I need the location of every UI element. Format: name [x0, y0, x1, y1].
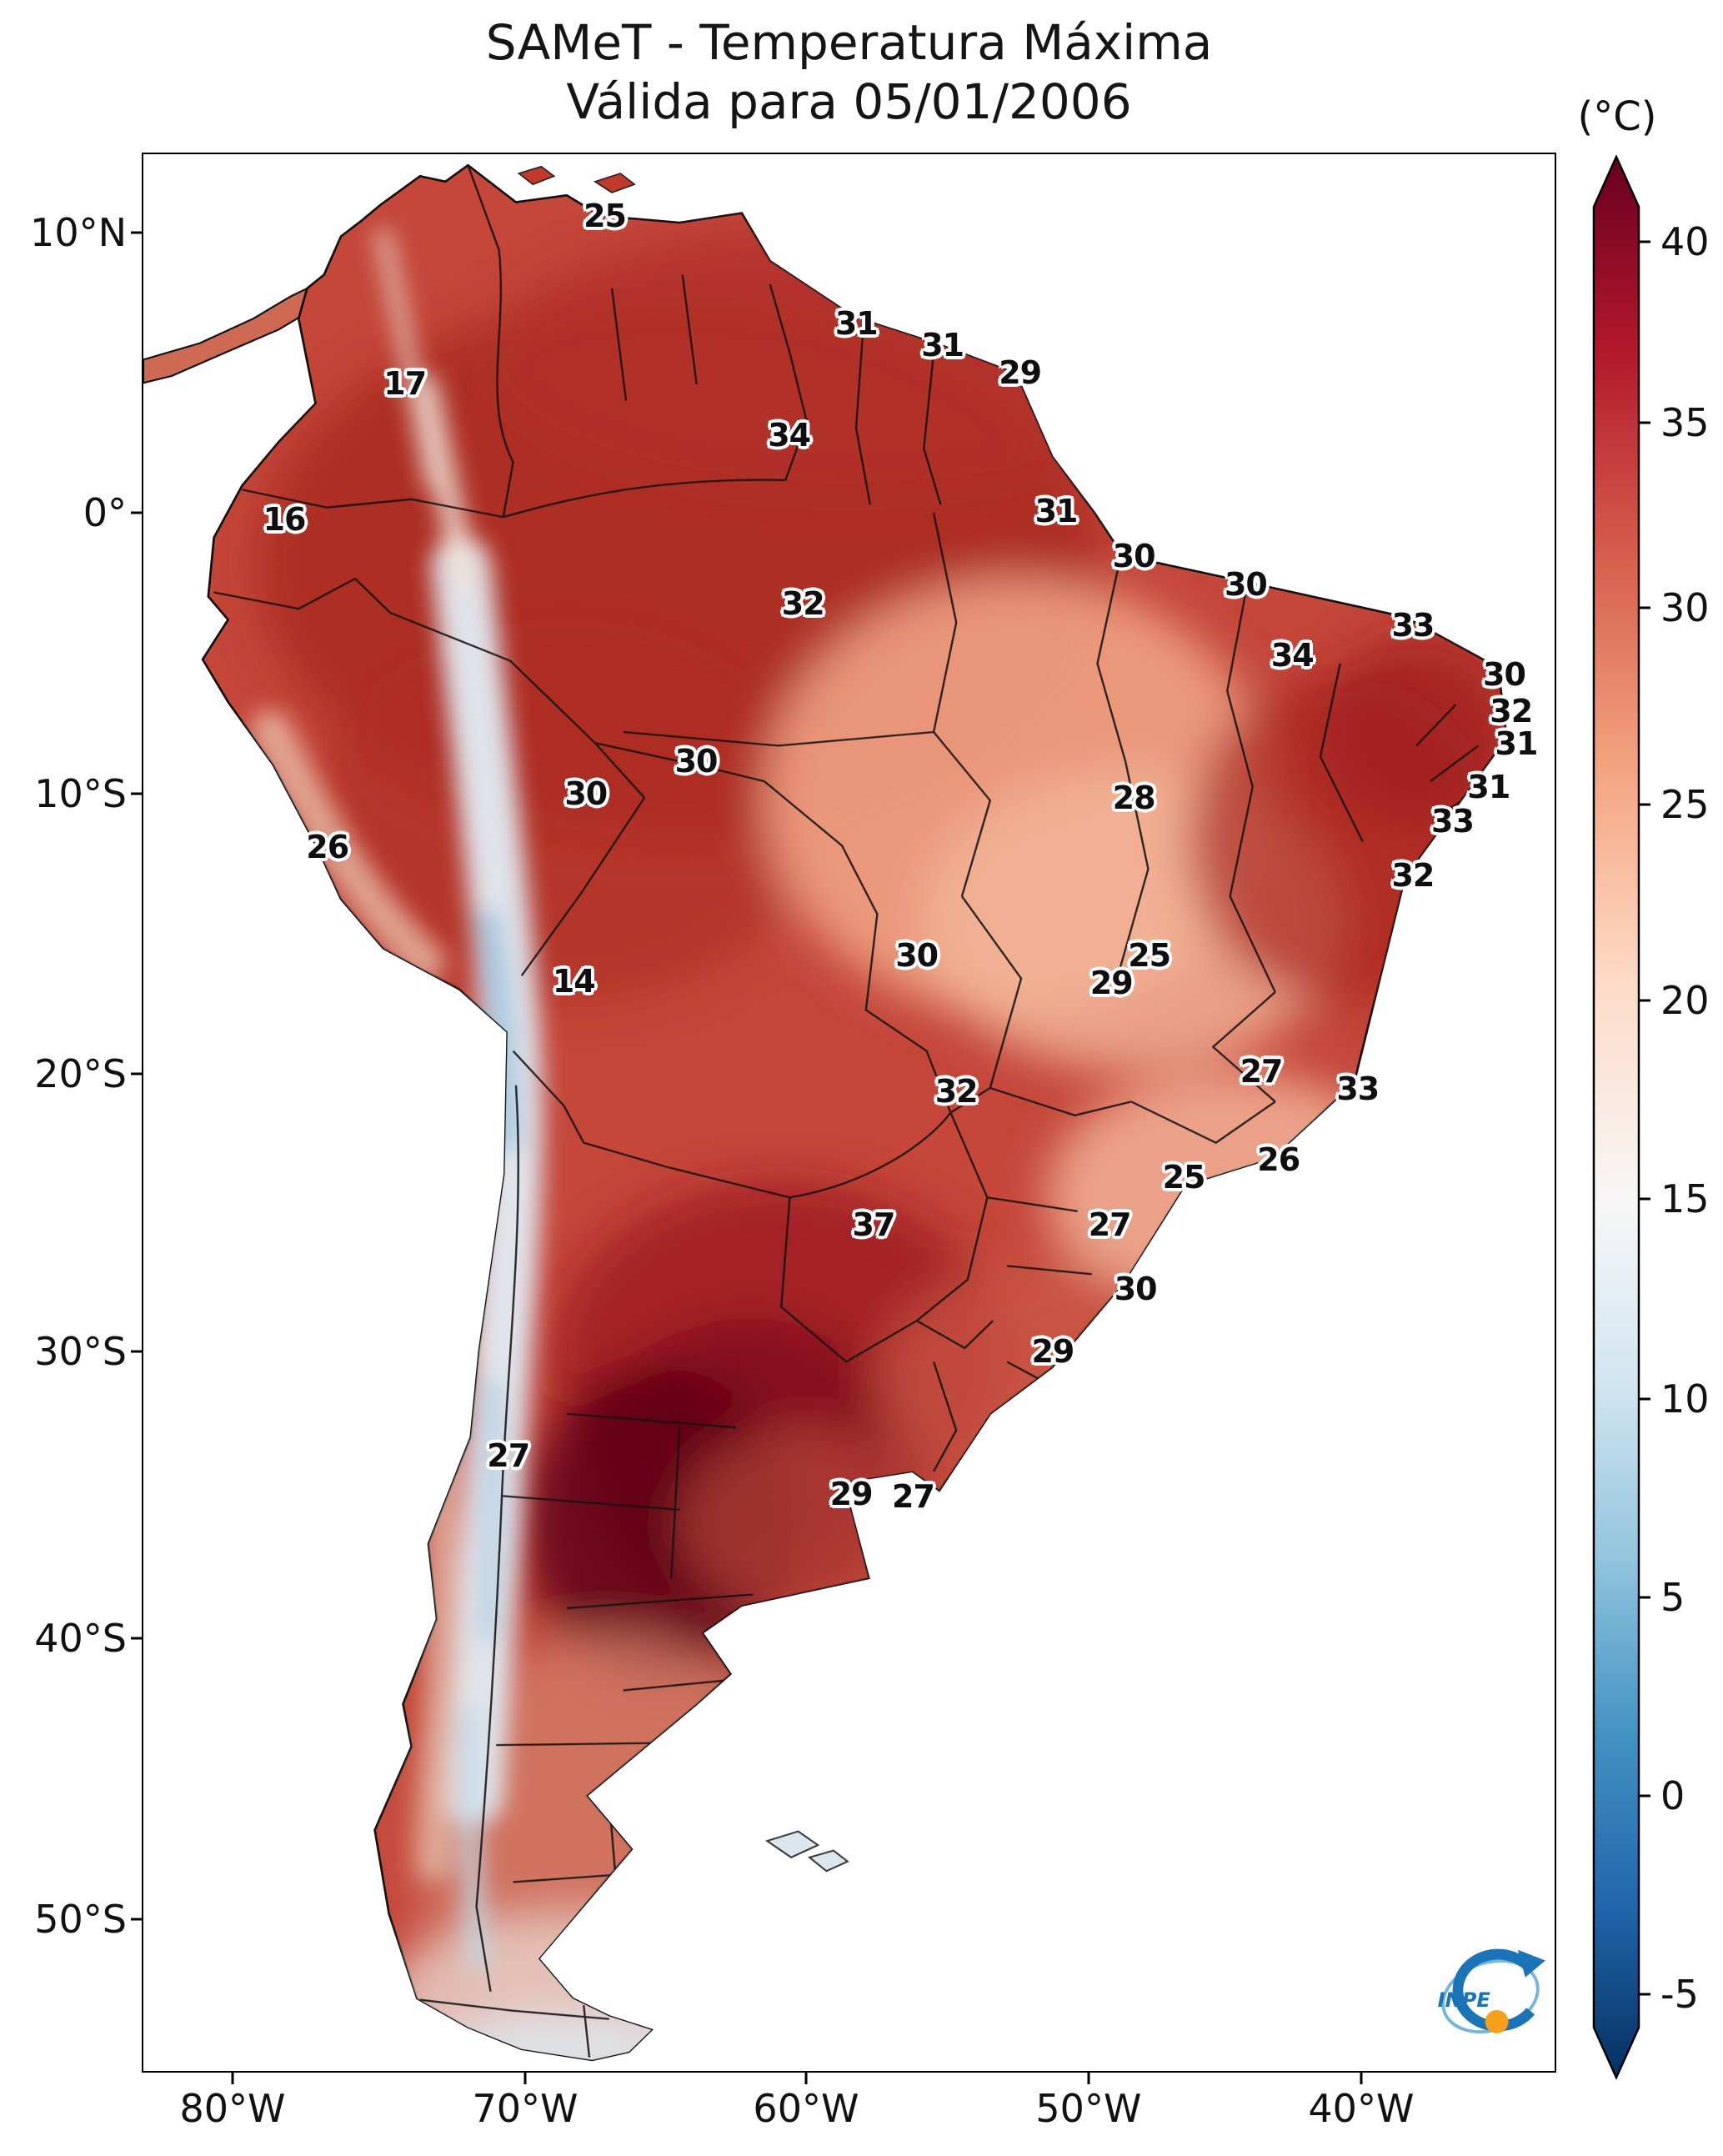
title-line-2: Válida para 05/01/2006	[566, 73, 1132, 130]
longitude-tick-mark	[231, 2073, 234, 2084]
longitude-tick-label: 40°W	[1308, 2086, 1415, 2131]
latitude-tick-mark	[131, 1918, 143, 1921]
figure-title: SAMeT - Temperatura Máxima Válida para 0…	[142, 13, 1556, 132]
map-plot-area	[142, 153, 1556, 2073]
logo-orange-dot	[1485, 2010, 1509, 2033]
latitude-tick-label: 10°N	[30, 210, 127, 256]
colorbar-tick-label: 0	[1660, 1773, 1685, 1819]
logo-text: INPE	[1438, 1988, 1491, 2012]
colorbar-tick-label: 10	[1660, 1376, 1710, 1422]
latitude-tick-label: 0°	[83, 489, 127, 535]
latitude-tick-label: 50°S	[34, 1897, 127, 1943]
longitude-tick-label: 60°W	[753, 2086, 859, 2131]
logo-arrowhead	[1517, 1949, 1545, 1978]
longitude-tick-mark	[523, 2073, 527, 2084]
colorbar-tick-mark	[1639, 1794, 1650, 1798]
colorbar-tick-label: 15	[1660, 1176, 1710, 1221]
panama-strip	[143, 287, 317, 384]
colorbar-unit-label: (°C)	[1577, 93, 1657, 140]
south-america-map	[143, 163, 1508, 2062]
colorbar-tick-mark	[1639, 1397, 1650, 1401]
colorbar-tick-mark	[1639, 803, 1650, 806]
latitude-tick-mark	[131, 1350, 143, 1353]
colorbar-tick-mark	[1639, 1596, 1650, 1599]
colorbar-tick-mark	[1639, 240, 1650, 243]
colorbar-gradient-bar	[1592, 155, 1640, 2079]
longitude-tick-mark	[804, 2073, 808, 2084]
colorbar-tick-mark	[1639, 606, 1650, 609]
colorbar-tick-label: 30	[1660, 585, 1710, 631]
colorbar-tick-label: 5	[1660, 1575, 1685, 1621]
latitude-tick-label: 30°S	[34, 1329, 127, 1375]
state-boundaries	[213, 165, 1488, 2058]
colorbar-tick-label: -5	[1660, 1972, 1699, 2018]
latitude-tick-mark	[131, 1637, 143, 1640]
latitude-tick-label: 40°S	[34, 1616, 127, 1662]
colorbar-tick-label: 20	[1660, 977, 1710, 1023]
longitude-tick-label: 50°W	[1035, 2086, 1142, 2131]
longitude-tick-mark	[1087, 2073, 1090, 2084]
colorbar	[1592, 155, 1640, 2079]
latitude-tick-label: 20°S	[34, 1051, 127, 1097]
longitude-tick-label: 80°W	[179, 2086, 286, 2131]
colorbar-tick-mark	[1639, 1197, 1650, 1201]
colorbar-tick-label: 25	[1660, 781, 1710, 827]
latitude-tick-mark	[131, 231, 143, 234]
inpe-logo: INPE	[1438, 1948, 1545, 2033]
caribbean-islands	[517, 165, 636, 193]
colorbar-tick-mark	[1639, 421, 1650, 424]
latitude-tick-mark	[131, 511, 143, 514]
title-line-1: SAMeT - Temperatura Máxima	[485, 14, 1213, 71]
colorbar-tick-label: 35	[1660, 399, 1710, 445]
latitude-tick-mark	[131, 1072, 143, 1075]
colorbar-tick-mark	[1639, 999, 1650, 1002]
latitude-tick-mark	[131, 792, 143, 795]
colorbar-tick-label: 40	[1660, 218, 1710, 264]
longitude-tick-mark	[1360, 2073, 1363, 2084]
latitude-tick-label: 10°S	[34, 770, 127, 816]
colorbar-tick-mark	[1639, 1993, 1650, 1996]
falkland-islands	[765, 1830, 849, 1873]
longitude-tick-label: 70°W	[472, 2086, 579, 2131]
